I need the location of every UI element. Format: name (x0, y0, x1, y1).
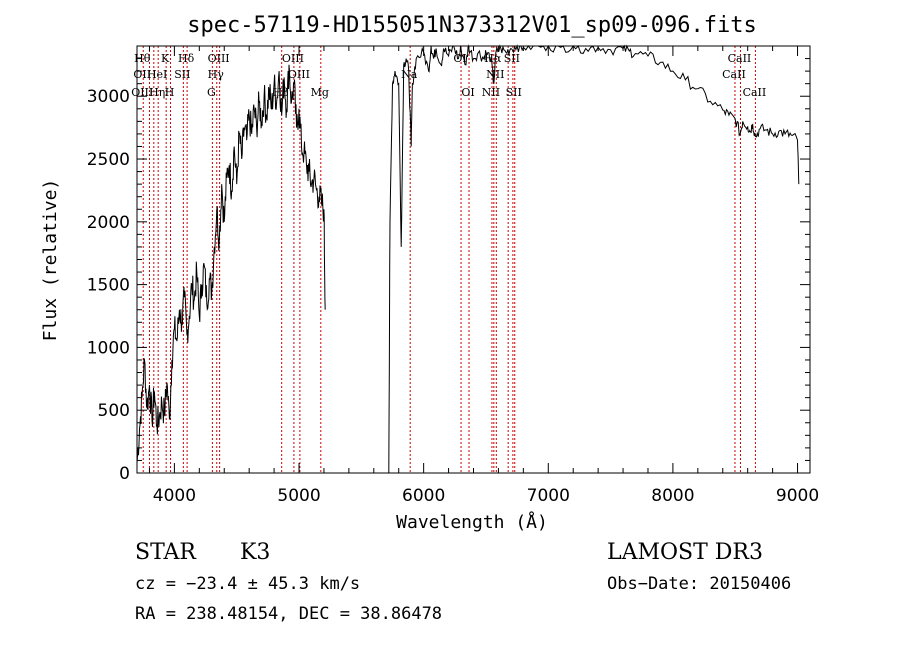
x-tick-label: 8000 (651, 486, 694, 506)
survey-name: LAMOST DR3 (607, 540, 763, 565)
x-tick-label: 6000 (402, 486, 445, 506)
line-label: Hα (484, 52, 502, 65)
line-label: CaII (743, 86, 767, 99)
line-label: Mg (311, 86, 329, 99)
x-tick-label: 5000 (277, 486, 320, 506)
line-label: Hδ (178, 52, 195, 65)
line-label: G (207, 86, 216, 99)
spectrum-segment-1 (388, 44, 800, 474)
spectrum-series (136, 44, 800, 474)
line-label: K (161, 52, 170, 65)
line-label: SII (504, 52, 520, 65)
y-axis: 0 500 1000 1500 2000 2500 3000 (87, 58, 810, 484)
line-label: CaII (728, 52, 752, 65)
line-label: Hθ (134, 52, 151, 65)
y-tick-label: 1500 (87, 276, 130, 296)
y-tick-label: 2000 (87, 213, 130, 233)
x-tick-label: 9000 (776, 486, 819, 506)
line-label: OIII (208, 52, 230, 65)
plot-frame (136, 45, 811, 474)
x-axis-label: Wavelength (Å) (396, 511, 548, 533)
chart-title: spec-57119-HD155051N373312V01_sp09-096.f… (187, 13, 757, 38)
line-label: Hη (149, 86, 165, 99)
y-tick-label: 500 (98, 401, 130, 421)
redshift-value: cz = −23.4 ± 45.3 km/s (135, 574, 361, 594)
y-tick-label: 1000 (87, 338, 130, 358)
spectral-line-markers (142, 46, 756, 473)
observation-date: Obs−Date: 20150406 (607, 574, 792, 594)
y-tick-label: 3000 (87, 87, 130, 107)
spectrum-segment-0 (136, 64, 326, 464)
line-label: OIII (288, 68, 310, 81)
object-class: STAR (135, 540, 196, 565)
line-label: OI (461, 86, 474, 99)
line-label: OIII (282, 52, 304, 65)
line-label: H (165, 86, 175, 99)
y-tick-label: 2500 (87, 150, 130, 170)
line-label: SII (174, 68, 190, 81)
line-label: HeI (147, 68, 167, 81)
spectral-line-labels: HθOIIOIIIHeIHηKHSIIHδGHγOIIIHβOIIIOIIIMg… (131, 52, 766, 99)
coordinates: RA = 238.48154, DEC = 38.86478 (135, 604, 443, 624)
line-label: NII (486, 68, 504, 81)
line-label: CaII (722, 68, 746, 81)
line-label: Hγ (208, 68, 225, 81)
x-tick-label: 4000 (153, 486, 196, 506)
x-axis: 4000 5000 6000 7000 8000 9000 (148, 46, 819, 506)
line-label: NII (482, 86, 500, 99)
object-subclass: K3 (240, 540, 271, 565)
spectrum-chart: spec-57119-HD155051N373312V01_sp09-096.f… (40, 13, 819, 533)
x-tick-label: 7000 (527, 486, 570, 506)
line-label: SII (506, 86, 522, 99)
y-axis-label: Flux (relative) (40, 179, 61, 342)
y-tick-label: 0 (119, 464, 130, 484)
